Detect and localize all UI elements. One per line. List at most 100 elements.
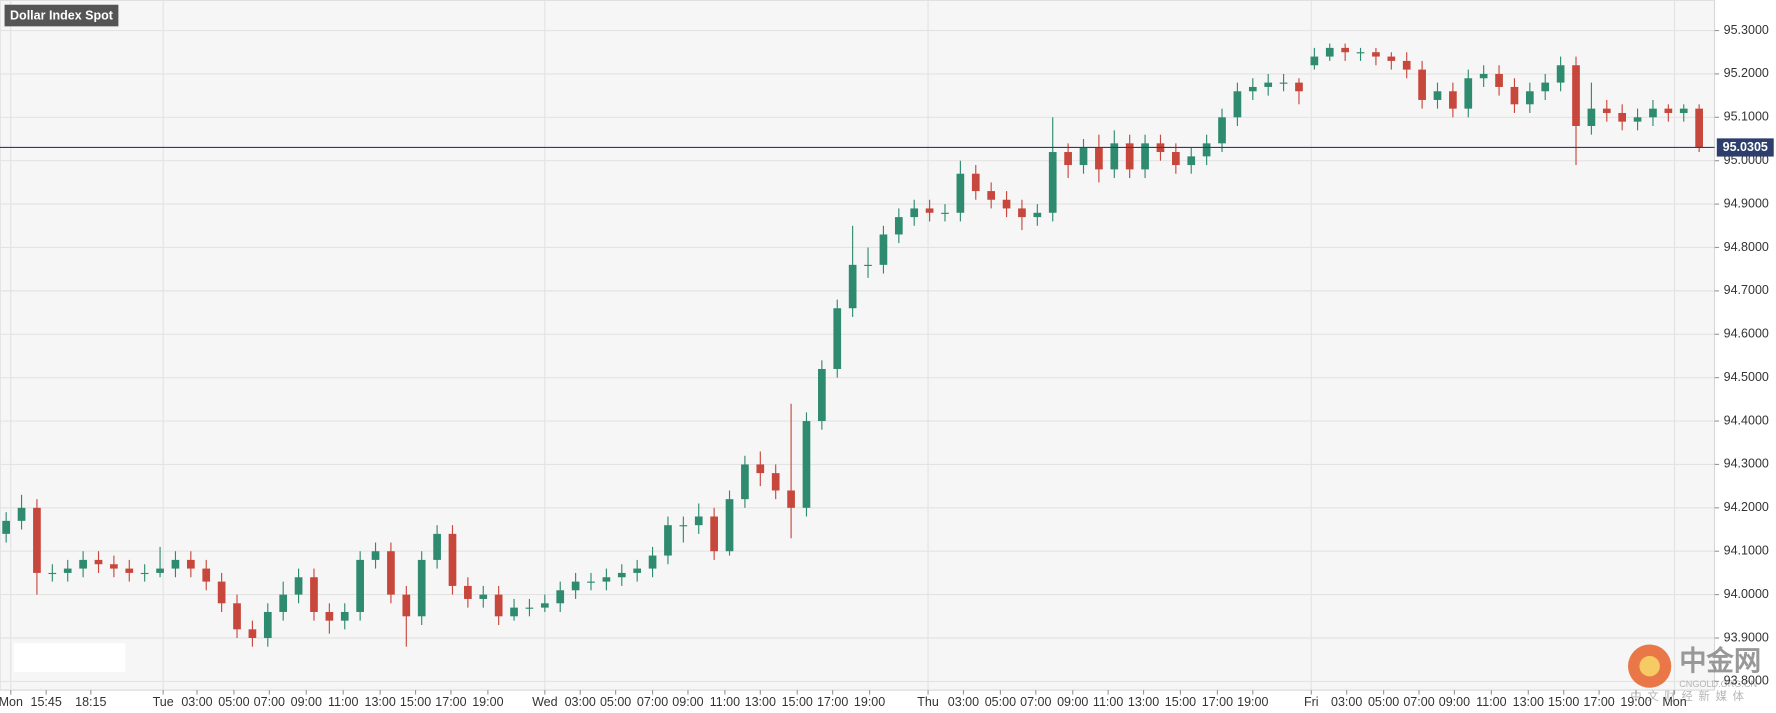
y-tick-label: 94.6000 [1724,327,1769,341]
candle-body [725,499,734,552]
x-tick-label: 11:00 [1093,695,1123,709]
candle-body [494,594,503,617]
candle-body [202,568,211,582]
candle-body [910,208,919,218]
chart-title: Dollar Index Spot [10,8,114,22]
candle-body [648,555,657,569]
candle-body [1110,143,1119,170]
y-tick-label: 95.3000 [1724,23,1769,37]
x-tick-label: 09:00 [1057,695,1088,709]
candle-body [1525,91,1534,105]
y-tick-label: 94.3000 [1724,457,1769,471]
candle-body [1418,69,1426,100]
x-tick-label: 19:00 [472,695,503,709]
candle-body [633,568,642,573]
candle-body [1356,52,1365,54]
candle-body [279,594,288,612]
y-tick-label: 94.0000 [1724,587,1769,601]
candle-body [894,217,903,235]
candle-body [448,533,457,586]
watermark-slogan: 中文财经新媒体 [1630,689,1749,703]
y-tick-label: 95.1000 [1724,110,1769,124]
watermark-url: CNGOLD.ORG.CN [1679,679,1757,689]
y-tick-label: 94.9000 [1724,196,1769,210]
title-box [4,4,119,27]
y-tick-label: 94.4000 [1724,413,1769,427]
x-tick-label: 05:00 [218,695,249,709]
candle-body [602,577,611,582]
x-tick-label: 17:00 [817,695,848,709]
candle-body [1402,60,1411,70]
candle-body [371,551,380,560]
candle-body [294,577,303,595]
candle-body [156,568,164,573]
candle-body [325,611,334,621]
x-tick-label: 03:00 [565,695,596,709]
grid [0,0,1715,691]
last-price-box [1716,138,1774,157]
x-tick-label: 07:00 [1403,695,1434,709]
candle-body [956,173,965,213]
candle-body [556,590,565,604]
candle-body [540,603,549,608]
candle-body [79,559,87,569]
candle-body [1495,73,1503,87]
y-tick-label: 93.9000 [1724,630,1769,644]
candle-body [1187,156,1196,166]
x-tick-label: 15:00 [782,695,813,709]
candle-body [402,594,411,617]
candle-body [1572,65,1580,126]
x-tick-label: 03:00 [1331,695,1362,709]
candle-body [387,551,395,595]
candle-body [710,516,718,552]
candle-body [140,572,149,575]
x-tick-label: Mon [1662,695,1686,709]
candle-body [171,559,180,569]
x-tick-label: 13:00 [745,695,776,709]
candle-body [310,577,318,612]
candle-body [125,568,134,573]
candle-body [864,264,872,266]
candle-body [833,308,842,369]
x-tick-label: 03:00 [948,695,979,709]
x-tick-label: 07:00 [637,695,668,709]
candle-body [802,421,811,508]
candle-body [1387,56,1396,61]
x-tick-label: 15:00 [400,695,431,709]
x-tick-label: 07:00 [254,695,285,709]
blank-box [13,643,126,672]
candle-body [1602,108,1611,113]
x-tick-label: 09:00 [672,695,703,709]
candle-body [525,607,534,609]
x-tick-label: 07:00 [1020,695,1051,709]
candle-body [1248,86,1257,92]
candle-body [1125,143,1134,170]
candle-body [1310,56,1319,66]
last-price-label: 95.0305 [1723,140,1768,154]
candle-body [1233,91,1242,118]
candle-body [1095,147,1103,170]
candle-body [1479,73,1488,79]
candle-body [1295,82,1303,92]
x-tick-label: Wed [532,695,558,709]
candle-body [1033,212,1042,218]
x-tick-label: 15:00 [1548,695,1579,709]
x-tick-label: 09:00 [1439,695,1470,709]
y-tick-label: 94.2000 [1724,500,1769,514]
x-tick-label: 17:00 [1202,695,1233,709]
x-tick-label: 13:00 [364,695,395,709]
candle-body [17,507,26,521]
candle-body [94,559,103,565]
y-tick-label: 94.5000 [1724,370,1769,384]
x-tick-label: 05:00 [600,695,631,709]
watermark-logo-inner [1639,655,1660,677]
candle-body [33,507,41,573]
candle-body [1587,108,1596,126]
x-tick-label: 15:00 [1165,695,1196,709]
candle-body [1264,82,1273,87]
x-tick-label: 11:00 [328,695,358,709]
candle-body [925,208,934,213]
x-tick-label: 05:00 [1368,695,1399,709]
x-tick-label: Mon [0,695,23,709]
candle-body [1449,91,1457,109]
